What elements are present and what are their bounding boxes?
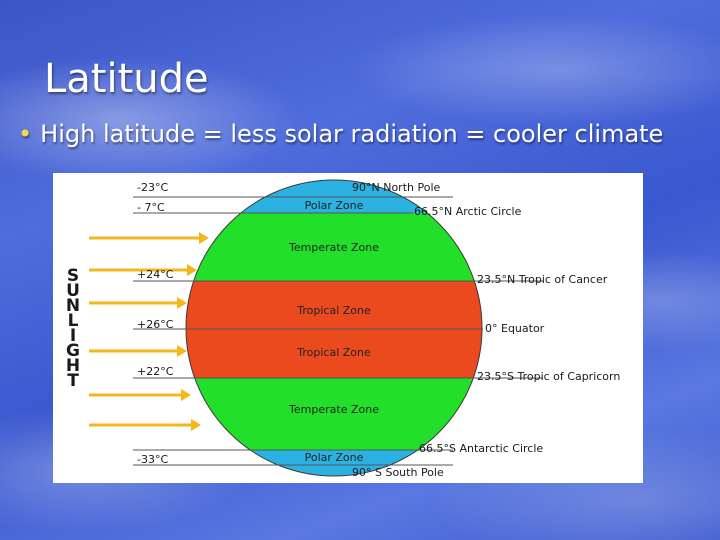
latitude-diagram-svg: S U N L I G H T -23°C - 7°C +24°C +26°C …: [66, 179, 620, 479]
sunlight-letter: G: [66, 341, 80, 361]
temperate-zone-north-band: [186, 213, 482, 281]
zone-label-tropical-north: Tropical Zone: [296, 304, 371, 317]
lat-label-equator: 0° Equator: [485, 322, 545, 335]
bullet-text: High latitude = less solar radiation = c…: [40, 120, 664, 148]
sunlight-letter: N: [66, 296, 80, 316]
zone-label-tropical-south: Tropical Zone: [296, 346, 371, 359]
latitude-diagram: S U N L I G H T -23°C - 7°C +24°C +26°C …: [53, 173, 643, 483]
sunlight-letter: I: [70, 326, 76, 346]
latitude-lines: [133, 196, 543, 466]
sunlight-letter: T: [67, 371, 79, 391]
temp-label-south-pole: -33°C: [137, 453, 168, 466]
sunlight-arrow: [89, 419, 201, 431]
globe: [186, 180, 482, 476]
temp-label-south-tropic: +22°C: [137, 365, 174, 378]
sunlight-label: S U N L I G H T: [66, 266, 80, 391]
sunlight-letter: U: [66, 281, 80, 301]
zone-label-temperate-south: Temperate Zone: [288, 403, 379, 416]
lat-label-north-pole: 90°N North Pole: [352, 181, 441, 194]
bullet-line: • High latitude = less solar radiation = …: [18, 120, 708, 148]
tropical-zone-south-band: [186, 329, 482, 378]
lat-label-tropic-cancer: 23.5°N Tropic of Cancer: [477, 273, 608, 286]
zone-label-polar-north: Polar Zone: [305, 199, 364, 212]
globe-outline: [185, 179, 483, 477]
sunlight-letter: S: [67, 266, 79, 286]
temp-label-north-pole: -23°C: [137, 181, 168, 194]
tropical-zone-north-band: [186, 281, 482, 329]
lat-label-south-pole: 90° S South Pole: [352, 466, 444, 479]
sunlight-arrow: [89, 345, 187, 357]
sunlight-letter: L: [68, 311, 79, 331]
lat-label-tropic-capricorn: 23.5°S Tropic of Capricorn: [477, 370, 620, 383]
sunlight-arrows: [89, 232, 209, 431]
zone-label-polar-south: Polar Zone: [305, 451, 364, 464]
bullet-dot-icon: •: [18, 120, 33, 148]
sunlight-arrow: [89, 232, 209, 244]
sunlight-arrow: [89, 297, 187, 309]
sunlight-letter: H: [66, 356, 80, 376]
lat-label-antarctic-circle: 66.5°S Antarctic Circle: [419, 442, 543, 455]
sunlight-arrow: [89, 389, 191, 401]
sunlight-arrow: [89, 264, 197, 276]
temp-label-north-tropic: +24°C: [137, 268, 174, 281]
slide-title: Latitude: [44, 56, 209, 102]
temp-label-equator: +26°C: [137, 318, 174, 331]
temp-label-arctic: - 7°C: [137, 201, 165, 214]
zone-label-temperate-north: Temperate Zone: [288, 241, 379, 254]
lat-label-arctic-circle: 66.5°N Arctic Circle: [414, 205, 522, 218]
